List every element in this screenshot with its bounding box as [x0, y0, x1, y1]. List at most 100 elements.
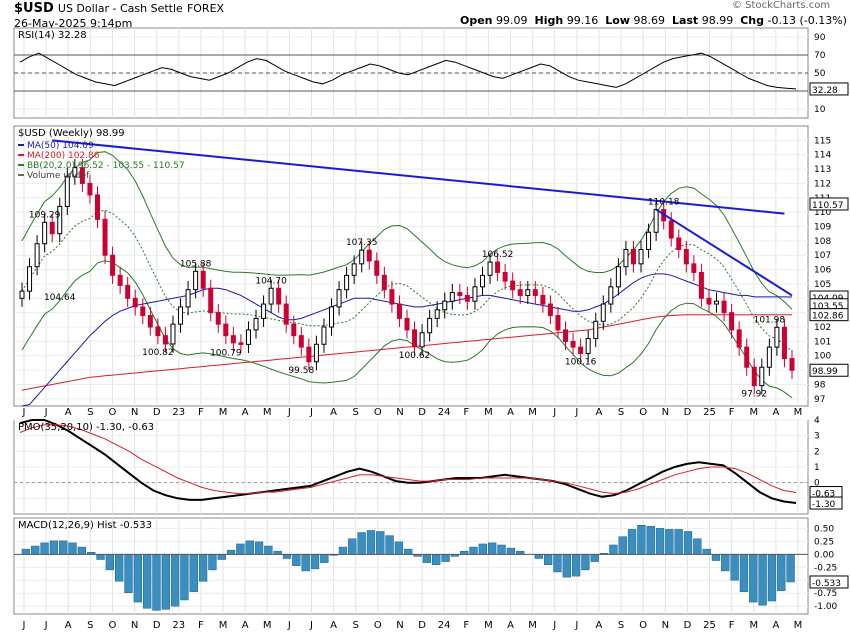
candle-body — [27, 266, 33, 292]
macd-hist-bar — [683, 531, 693, 555]
price-annotation: 99.58 — [288, 366, 314, 376]
candle-body — [178, 306, 184, 325]
candle-body — [570, 340, 576, 348]
candle-body — [276, 287, 282, 305]
y-tick-label: -0.75 — [814, 589, 837, 599]
macd-hist-bar — [394, 541, 404, 555]
candle-body — [706, 297, 712, 305]
macd-hist-bar — [674, 529, 683, 555]
rsi-last-box — [809, 82, 849, 96]
x-tick-label: J — [552, 620, 556, 631]
x-tick-label: D — [153, 620, 161, 631]
candle-body — [412, 329, 418, 348]
pmo-line — [19, 419, 797, 504]
candle-body — [676, 237, 682, 250]
macd-hist-bar — [357, 532, 366, 555]
macd-hist-bar — [208, 554, 217, 571]
macd-hist-bar — [310, 554, 320, 570]
macd-hist-bar — [488, 542, 497, 555]
x-tick-label: N — [131, 407, 138, 418]
y-tick-label: -1.00 — [814, 602, 838, 612]
y-tick-label: 1 — [814, 463, 820, 473]
x-tick-label: 24 — [438, 407, 451, 418]
candle-body — [298, 335, 304, 348]
macd-hist-bar — [665, 529, 674, 555]
macd-hist-bar — [142, 554, 152, 609]
price-annotation: 100.79 — [210, 348, 242, 358]
candle-body — [751, 366, 757, 387]
ma50-line — [21, 273, 793, 407]
candle-body — [253, 317, 259, 331]
candle-body — [291, 323, 297, 337]
y-tick-label: 90 — [814, 33, 826, 43]
candle-body — [638, 248, 644, 265]
macd-hist-bar — [497, 544, 506, 555]
candle-body — [19, 290, 25, 299]
candle-body — [698, 271, 704, 299]
legend-entry: Volume undef — [27, 171, 90, 181]
macd-hist-bar — [441, 554, 450, 562]
macd-hist-bar — [264, 545, 273, 555]
candle-body — [351, 263, 357, 276]
pmo-title: PMO(35,20,10) -1.30, -0.63 — [18, 422, 154, 433]
candle-body — [140, 306, 146, 317]
price-annotation: 104.70 — [255, 276, 287, 286]
candle-body — [381, 274, 387, 291]
x-tick-label: F — [463, 407, 469, 418]
candle-body — [714, 300, 720, 305]
x-tick-label: A — [507, 620, 514, 631]
macd-hist-bar — [254, 541, 264, 555]
x-tick-label: N — [396, 407, 403, 418]
candle-body — [200, 270, 206, 289]
price-right-label: 98.99 — [812, 367, 838, 377]
candle-body — [427, 317, 433, 334]
price-annotation: 105.88 — [180, 259, 212, 269]
x-tick-label: 25 — [703, 620, 716, 631]
candle-body — [646, 231, 652, 250]
candle-body — [117, 274, 123, 286]
candle-body — [238, 342, 244, 345]
macd-hist-bar — [320, 554, 329, 563]
macd-hist-bar — [124, 554, 133, 593]
candle-body — [193, 270, 199, 291]
open-value: 99.09 — [496, 14, 528, 27]
candle-body — [34, 243, 40, 268]
macd-hist-bar — [693, 538, 702, 555]
candle-body — [110, 254, 116, 276]
x-tick-label: J — [287, 407, 291, 418]
x-tick-label: 24 — [438, 620, 451, 631]
y-tick-label: 97 — [814, 395, 825, 405]
macd-hist-bar — [553, 554, 562, 573]
candle-body — [630, 248, 636, 265]
candle-body — [510, 280, 516, 291]
legend-entry: MA(50) 104.09 — [27, 141, 94, 151]
macd-hist-bar — [348, 538, 357, 555]
macd-hist-bar — [31, 545, 40, 555]
x-tick-label: M — [263, 407, 272, 418]
rsi-title: RSI(14) 32.28 — [18, 30, 87, 41]
y-tick-label: 107 — [814, 251, 831, 261]
macd-hist-bar — [152, 554, 161, 611]
x-tick-label: J — [309, 620, 313, 631]
candle-body — [344, 274, 350, 291]
candle-body — [94, 194, 100, 220]
x-tick-label: J — [44, 407, 48, 418]
candle-body — [653, 209, 659, 233]
price-annotation: 109.29 — [29, 210, 61, 220]
candle-body — [766, 346, 772, 368]
candle-body — [57, 205, 63, 235]
x-tick-label: F — [198, 620, 204, 631]
macd-hist-bar — [609, 544, 618, 555]
x-tick-label: D — [418, 620, 426, 631]
x-tick-label: A — [772, 407, 779, 418]
ma200-line — [21, 314, 792, 391]
macd-hist-bar — [767, 554, 777, 602]
macd-hist-bar — [366, 530, 376, 555]
macd-hist-bar — [730, 554, 739, 581]
macd-hist-bar — [189, 554, 198, 592]
y-tick-label: 112 — [814, 179, 831, 189]
macd-hist-bar — [571, 554, 581, 577]
x-tick-label: A — [596, 620, 603, 631]
